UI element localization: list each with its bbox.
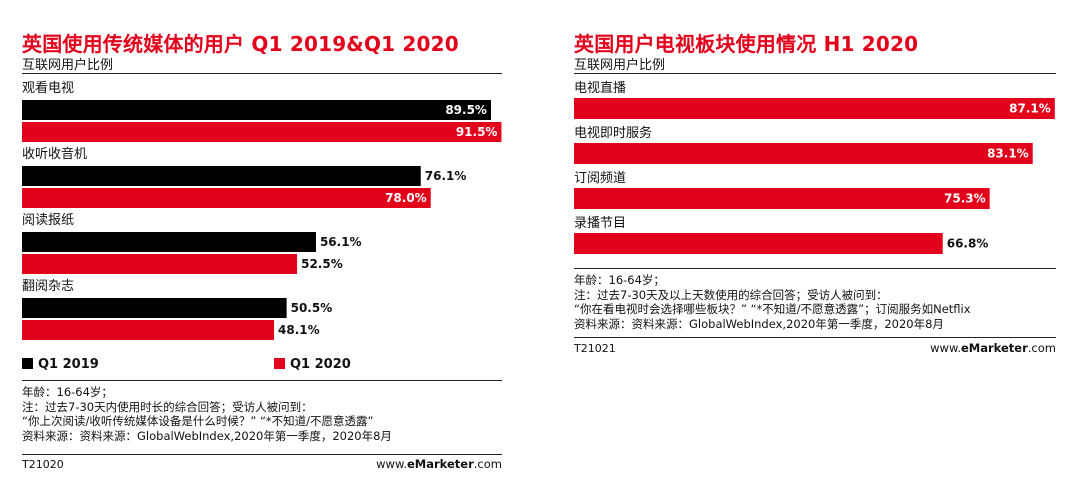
data-label: 52.5%: [301, 257, 343, 271]
footer-rule: [22, 454, 502, 455]
note-line: 年龄：16-64岁；: [22, 385, 113, 399]
data-label: 48.1%: [278, 323, 320, 337]
category-label: 翻阅杂志: [22, 279, 74, 294]
data-label: 50.5%: [291, 301, 333, 315]
notes-rule: [574, 268, 1056, 269]
legend-swatch-black: [22, 358, 33, 369]
brand-url: www.eMarketer.com: [930, 341, 1056, 355]
legend-swatch-red: [274, 358, 285, 369]
chart-code: T21021: [574, 342, 616, 355]
legend-label: Q1 2019: [38, 357, 99, 372]
footer-rule: [574, 337, 1056, 338]
category-label: 阅读报纸: [22, 213, 74, 228]
category-label: 电视即时服务: [574, 125, 652, 141]
note-line: 注：过去7-30天内使用时长的综合回答；受访人被问到：: [22, 399, 313, 414]
chart-subtitle: 互联网用户比例: [22, 58, 114, 73]
footnotes: 年龄：16-64岁； 注：过去7-30天及以上天数使用的综合回答；受访人被问到：…: [574, 273, 971, 331]
data-label: 66.8%: [947, 237, 989, 251]
category-label: 收听收音机: [22, 146, 87, 162]
footnotes: 年龄：16-64岁； 注：过去7-30天内使用时长的综合回答；受访人被问到： “…: [22, 385, 392, 443]
chart-subtitle: 互联网用户比例: [574, 58, 666, 73]
brand-prefix: www.: [930, 341, 961, 355]
note-line: 资料来源：资料来源：GlobalWebIndex,2020年第一季度，2020年…: [22, 428, 392, 443]
note-line: 注：过去7-30天及以上天数使用的综合回答；受访人被问到：: [574, 287, 888, 302]
note-line: 年龄：16-64岁；: [574, 273, 665, 287]
bar: [574, 188, 990, 209]
bar: [22, 100, 491, 120]
chart-code: T21020: [22, 458, 64, 471]
bar: [22, 232, 316, 252]
bar: [574, 98, 1055, 119]
data-label: 87.1%: [1009, 102, 1051, 116]
data-label: 56.1%: [320, 235, 362, 249]
brand-url: www.eMarketer.com: [376, 457, 502, 471]
legend-item-q1-2019: Q1 2019: [22, 357, 99, 372]
bar: [22, 122, 502, 142]
note-line: “你上次阅读/收听传统媒体设备是什么时候？” “*不知道/不愿意透露”: [22, 414, 374, 428]
bar: [22, 320, 275, 340]
data-label: 89.5%: [445, 103, 487, 117]
top-rule: [22, 73, 502, 74]
category-label: 观看电视: [22, 80, 74, 96]
legend-label: Q1 2020: [290, 357, 351, 372]
bar: [574, 143, 1033, 164]
category-label: 电视直播: [574, 81, 626, 96]
notes-rule: [22, 380, 502, 381]
left-panel: 英国使用传统媒体的用户 Q1 2019&Q1 2020 互联网用户比例 观看电视…: [22, 0, 502, 478]
note-line: “你在看电视时会选择哪些板块？” “*不知道/不愿意透露”；订阅服务如Netfl…: [574, 302, 971, 316]
top-rule: [574, 73, 1056, 74]
brand-name: eMarketer: [960, 341, 1028, 355]
chart-title: 英国用户电视板块使用情况 H1 2020: [574, 32, 919, 56]
bar: [22, 188, 431, 208]
data-label: 78.0%: [385, 191, 427, 205]
data-label: 76.1%: [425, 169, 467, 183]
data-label: 83.1%: [987, 147, 1029, 161]
left-bar-chart: 观看电视 89.5% 91.5% 收听收音机 76.1% 78.0% 阅读报纸 56.1% 52…: [22, 80, 502, 340]
brand-suffix: .com: [1027, 341, 1056, 355]
legend-item-q1-2020: Q1 2020: [274, 357, 351, 372]
data-label: 75.3%: [944, 192, 986, 206]
bar: [22, 298, 287, 318]
note-line: 资料来源：资料来源：GlobalWebIndex,2020年第一季度，2020年…: [574, 316, 944, 331]
brand-suffix: .com: [473, 457, 502, 471]
brand-name: eMarketer: [406, 457, 474, 471]
bar: [22, 166, 421, 186]
right-panel: 英国用户电视板块使用情况 H1 2020 互联网用户比例 电视直播 87.1% 电视…: [574, 0, 1056, 478]
bar: [574, 233, 943, 254]
data-label: 91.5%: [456, 125, 498, 139]
category-label: 订阅频道: [574, 171, 626, 186]
category-label: 录播节目: [574, 216, 626, 231]
brand-prefix: www.: [376, 457, 407, 471]
bar: [22, 254, 298, 274]
right-bar-chart: 电视直播 87.1% 电视即时服务 83.1% 订阅频道 75.3% 录播节目 66.8%: [574, 81, 1055, 254]
chart-title: 英国使用传统媒体的用户 Q1 2019&Q1 2020: [22, 32, 459, 56]
